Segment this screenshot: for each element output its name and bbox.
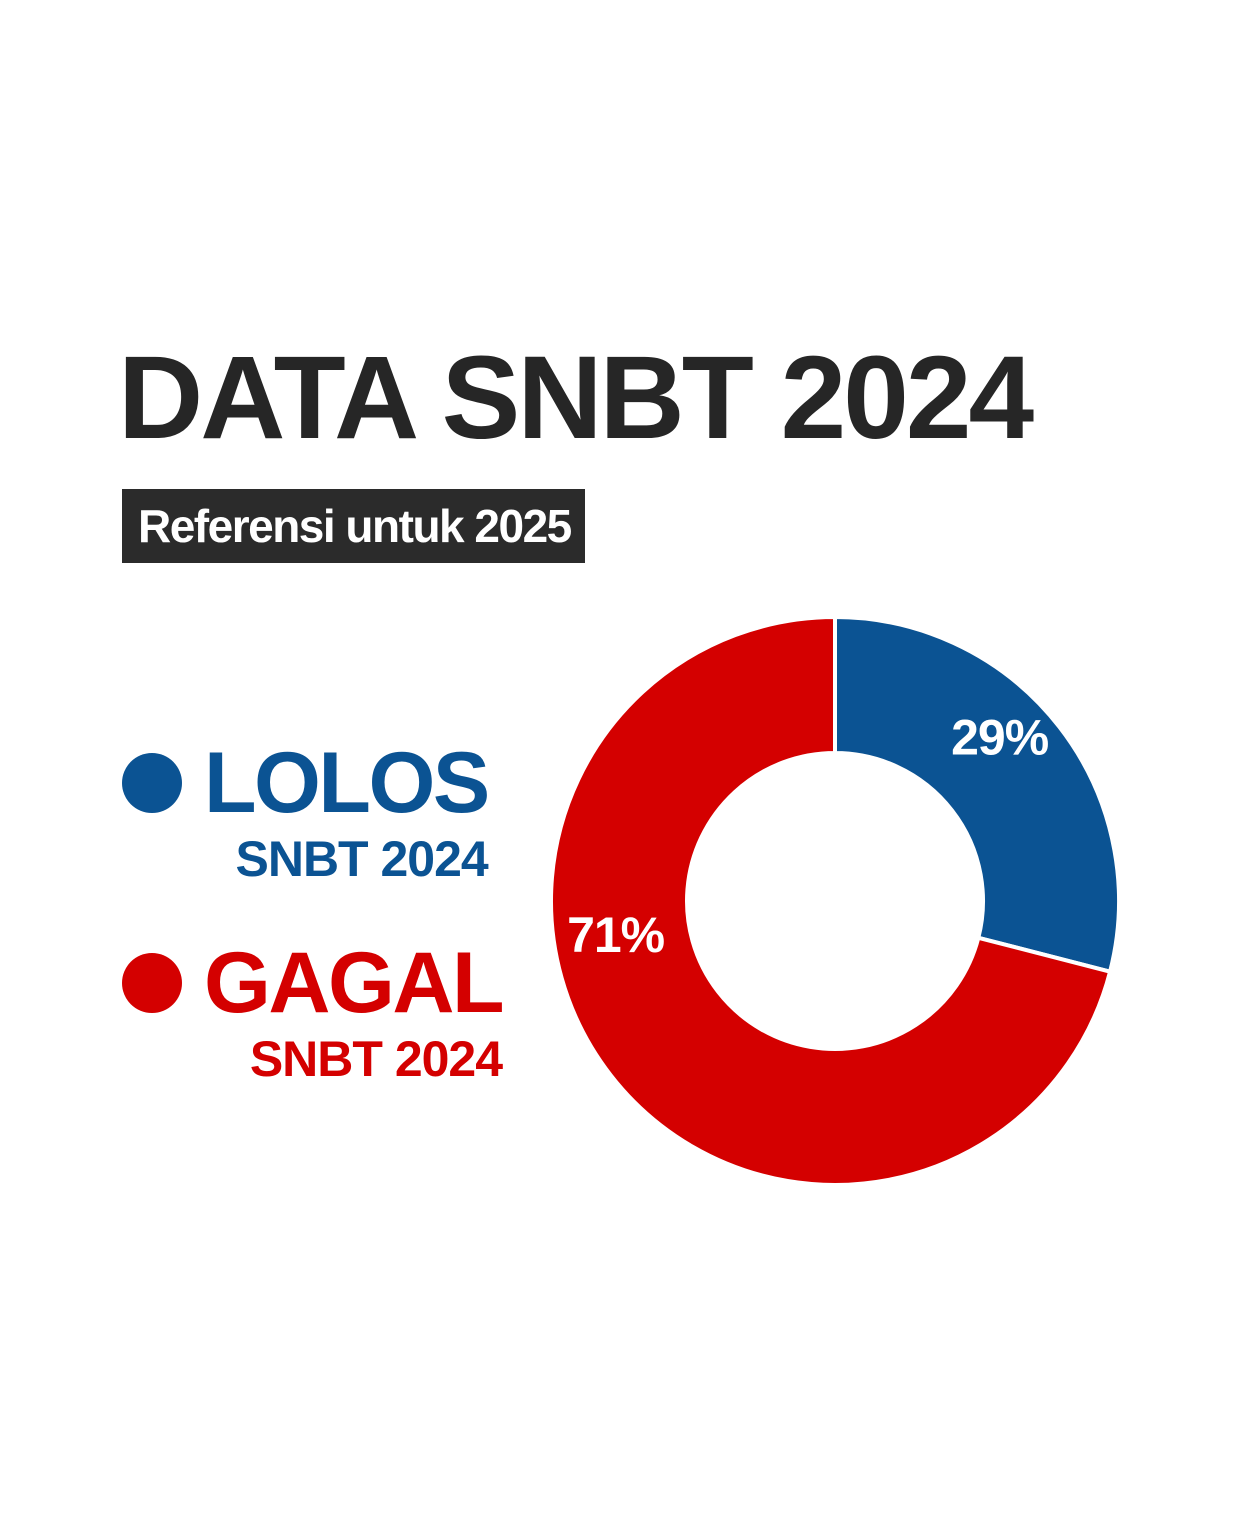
legend-item-gagal: GAGAL SNBT 2024 [122, 935, 505, 1087]
legend-dot-lolos [122, 753, 182, 813]
page-title: DATA SNBT 2024 [118, 332, 1034, 464]
legend-label-gagal: GAGAL [204, 935, 505, 1031]
slice-label-lolos: 29% [951, 710, 1049, 766]
legend-sublabel-lolos: SNBT 2024 [235, 831, 488, 887]
legend-item-lolos: LOLOS SNBT 2024 [122, 735, 490, 887]
legend-dot-gagal [122, 953, 182, 1013]
legend-sublabel-gagal: SNBT 2024 [249, 1031, 503, 1087]
slice-gagal [549, 615, 1113, 1187]
slice-lolos [833, 615, 1121, 974]
legend-label-lolos: LOLOS [204, 735, 490, 831]
subtitle-badge: Referensi untuk 2025 [122, 489, 585, 563]
slice-label-gagal: 71% [567, 907, 665, 963]
